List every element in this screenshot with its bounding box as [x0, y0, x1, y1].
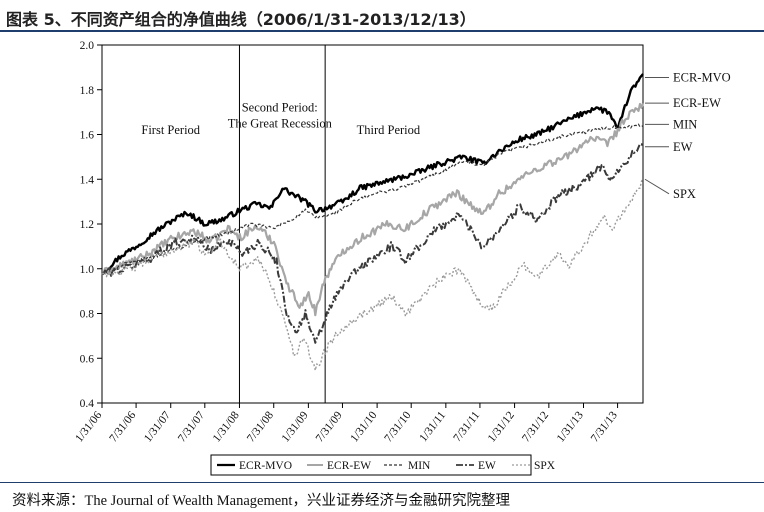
x-tick-label: 1/31/06	[73, 409, 104, 444]
period-label: Second Period:	[242, 101, 318, 115]
x-tick-label: 7/31/10	[382, 409, 413, 444]
y-tick-label: 1.8	[80, 85, 95, 97]
x-tick-label: 1/31/11	[417, 409, 448, 444]
end-label-ecr-ew: ECR-EW	[673, 96, 721, 110]
period-label: The Great Recession	[228, 116, 333, 130]
nav-line-chart: 0.40.60.81.01.21.41.61.82.0 1/31/06 7/31/…	[73, 40, 731, 476]
series-line-ecr-ew	[101, 102, 645, 317]
legend: ECR-MVO ECR-EW MIN EW SPX	[210, 454, 556, 476]
period-labels: First Period Second Period:The Great Rece…	[141, 101, 421, 137]
y-tick-label: 0.4	[80, 398, 95, 410]
x-tick-label: 7/31/13	[589, 409, 620, 444]
y-tick-label: 1.4	[80, 174, 95, 186]
x-tick-label: 7/31/06	[107, 409, 138, 444]
end-label-ew: EW	[673, 140, 693, 154]
legend-label-ew: EW	[478, 460, 496, 472]
legend-box	[210, 454, 532, 476]
title-divider	[0, 30, 764, 32]
series-line-ecr-mvo	[101, 73, 644, 275]
x-tick-label: 1/31/08	[211, 409, 242, 444]
y-axis: 0.4 0.6 0.8 1.0 1.2 1.4 1.6 1.8 2.0	[80, 40, 102, 410]
period-dividers	[238, 45, 326, 403]
series-end-labels: ECR-MVO ECR-EW MIN EW SPX	[644, 70, 731, 201]
x-tick-label: 1/31/09	[280, 409, 311, 444]
end-label-spx: SPX	[673, 187, 696, 201]
series-line-ew	[101, 143, 644, 344]
y-tick-label: 0.8	[80, 309, 95, 321]
x-tick-label: 7/31/08	[245, 409, 276, 444]
y-tick-label: 1.6	[80, 130, 95, 142]
legend-label-min: MIN	[408, 460, 431, 472]
period-label: First Period	[141, 123, 200, 137]
plot-frame	[101, 44, 644, 404]
figure-title: 图表 5、不同资产组合的净值曲线（2006/1/31-2013/12/13）	[6, 10, 476, 29]
x-tick-label: 7/31/12	[520, 409, 551, 444]
y-tick-label: 1.2	[80, 219, 95, 231]
source-note: 资料来源：The Journal of Wealth Management，兴业…	[12, 493, 510, 509]
series-line-spx	[101, 178, 644, 371]
legend-label-ecr-ew: ECR-EW	[327, 460, 371, 472]
y-tick-label: 0.6	[80, 353, 95, 365]
x-axis: 1/31/06 7/31/06 1/31/07 7/31/07 1/31/08 7/31/…	[73, 403, 620, 445]
legend-label-ecr-mvo: ECR-MVO	[239, 460, 292, 472]
period-label: Third Period	[357, 123, 421, 137]
x-tick-label: 7/31/11	[451, 409, 482, 444]
end-label-min: MIN	[673, 117, 697, 131]
x-tick-label: 1/31/07	[142, 409, 173, 444]
end-label-leader	[644, 178, 670, 195]
y-tick-label: 2.0	[80, 40, 95, 52]
x-tick-label: 7/31/07	[176, 409, 207, 444]
x-tick-label: 1/31/10	[348, 409, 379, 444]
footer-divider	[0, 482, 764, 483]
series-lines	[101, 73, 645, 371]
legend-label-spx: SPX	[534, 460, 556, 472]
x-tick-label: 1/31/12	[486, 409, 517, 444]
x-tick-label: 7/31/09	[314, 409, 345, 444]
y-tick-label: 1.0	[80, 264, 95, 276]
series-line-min	[101, 123, 644, 274]
x-tick-label: 1/31/13	[555, 409, 586, 444]
end-label-ecr-mvo: ECR-MVO	[673, 70, 731, 84]
